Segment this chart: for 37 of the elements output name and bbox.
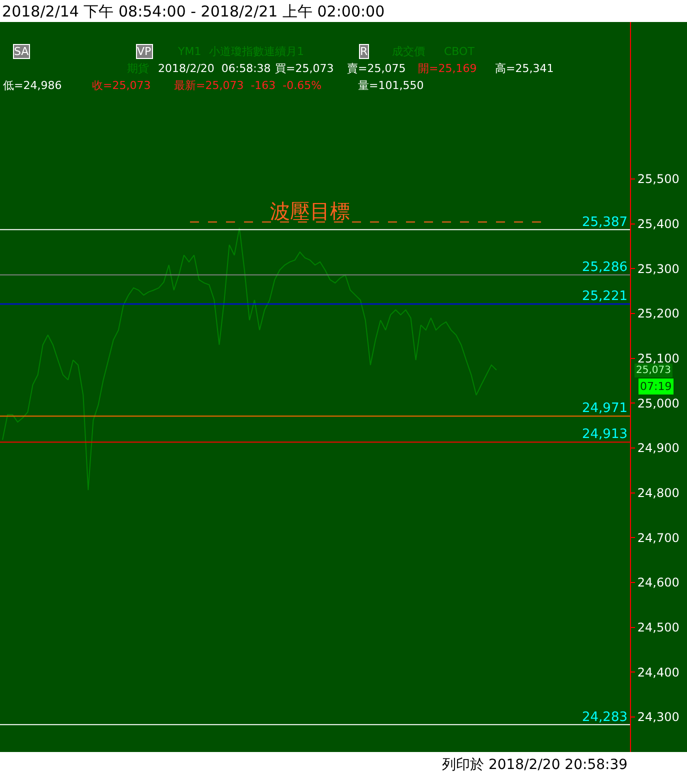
y-tick-label: 24,800 [637,486,680,500]
ref-line-label: 25,286 [582,260,628,275]
annotation: 2018/2/20 06:58:38 [158,62,271,75]
chart-title: 2018/2/14 下午 08:54:00 - 2018/2/21 上午 02:00:00 [2,2,385,20]
ref-line-label: 25,387 [582,215,628,230]
annotation: 量=101,550 [358,79,424,92]
ref-line-label: 波壓目標 [270,199,350,223]
y-tick-label: 25,300 [637,262,680,276]
ref-line-label: 24,283 [582,710,628,725]
y-tick-label: 25,100 [637,352,680,366]
y-tick-label: 24,500 [637,620,680,635]
annotation: 高=25,341 [495,62,554,75]
y-tick-label: 24,600 [637,576,680,590]
y-tick-label: 24,400 [637,665,680,680]
annotation: 賣=25,075 [347,62,406,75]
y-tick-label: 25,200 [637,306,680,321]
y-tick-label: 25,500 [637,172,680,186]
text: 07:19 [640,380,672,393]
annotation: 低=24,986 [3,79,62,92]
annotation: VP [137,45,152,58]
annotation: 收=25,073 [92,79,151,92]
annotation: SA [14,45,30,58]
annotation: R [360,45,368,58]
annotation: 買=25,073 [275,62,334,75]
line-series [2,227,497,491]
annotation: 開=25,169 [418,62,477,75]
y-tick-label: 24,700 [637,530,680,545]
text: 25,073 [636,365,671,376]
y-tick-label: 25,400 [637,216,680,231]
ref-line-label: 25,221 [582,289,628,304]
y-tick-label: 25,000 [637,396,680,410]
ref-line-label: 24,913 [582,427,628,442]
y-tick-label: 24,300 [637,710,680,724]
ref-line-label: 24,971 [582,401,628,416]
y-tick-label: 24,900 [637,441,680,456]
annotation: 最新=25,073 -163 -0.65% [174,79,322,92]
text: 列印於 2018/2/20 20:58:39 [442,757,628,773]
